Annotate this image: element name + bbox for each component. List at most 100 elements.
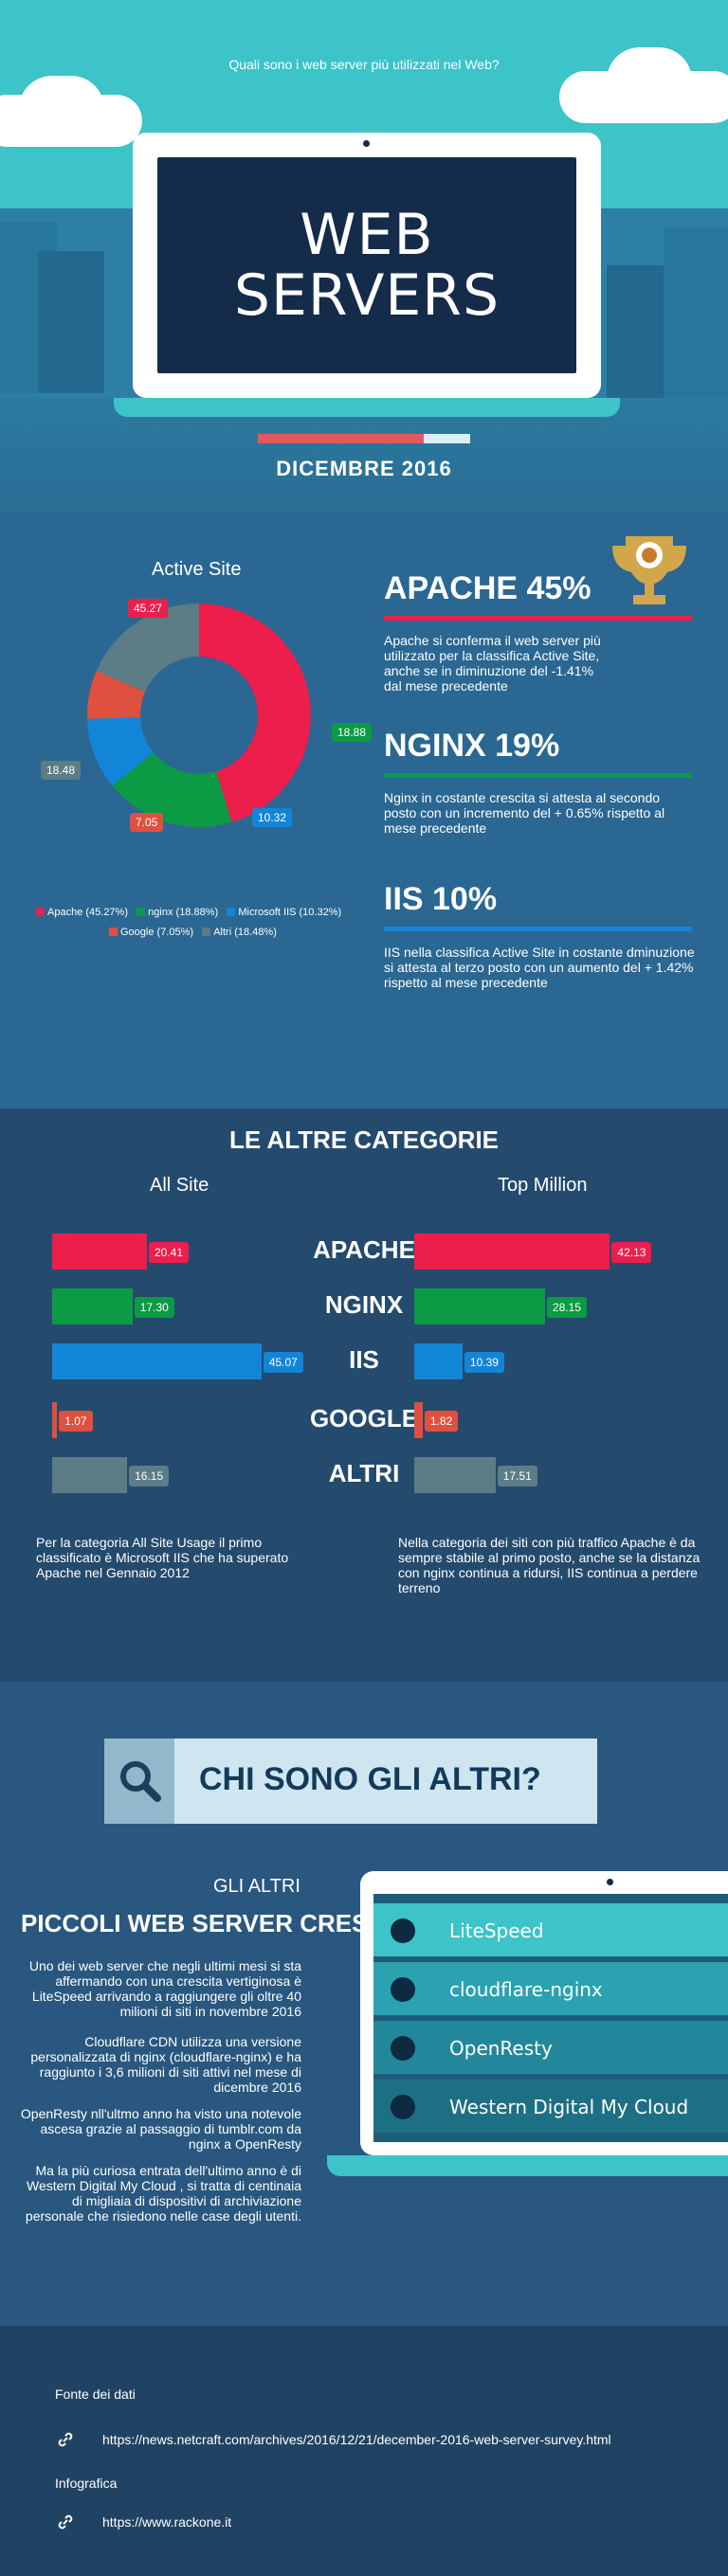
category-altri: ALTRI [328, 1459, 400, 1487]
laptop-screen: LiteSpeed cloudflare-nginx OpenResty Wes… [373, 1894, 728, 2142]
legend-altri: Altri (18.48%) [213, 927, 277, 938]
legend-swatch [136, 908, 146, 916]
donut-slice-microsoft-iis [87, 717, 154, 786]
top-million-bar-iis [414, 1343, 463, 1379]
donut-slice-google [87, 671, 146, 719]
laptop-screen: WEB SERVERS [157, 157, 576, 373]
trophy-icon [612, 536, 686, 604]
nginx-text: Nginx in costante crescita si attesta al… [384, 790, 665, 836]
info-link[interactable]: https://www.rackone.it [102, 2514, 232, 2530]
legend-apache: Apache (45.27%) [47, 907, 128, 918]
legend-google: Google (7.05%) [120, 927, 194, 938]
cloud-icon [19, 76, 104, 142]
legend-row-2: Google (7.05%) Altri (18.48%) [109, 927, 277, 938]
list-item-label: cloudflare-nginx [449, 1978, 603, 2001]
section-title: LE ALTRE CATEGORIE [228, 1126, 500, 1154]
nginx-heading: NGINX 19% [384, 728, 560, 764]
paragraph-openresty: OpenResty nll'ultmo anno ha visto una no… [20, 2106, 301, 2152]
legend-swatch [202, 928, 211, 936]
list-item: cloudflare-nginx [373, 1962, 728, 2015]
search-button [104, 1738, 174, 1824]
top-million-label-altri: 17.51 [497, 1466, 537, 1486]
list-item-label: Western Digital My Cloud [449, 2096, 689, 2118]
donut-title: Active Site [152, 559, 242, 580]
list-item: OpenResty [373, 2021, 728, 2074]
hero-section: Quali sono i web server più utilizzati n… [0, 0, 728, 512]
search-text: CHI SONO GLI ALTRI? [199, 1761, 541, 1797]
category-iis: IIS [349, 1345, 379, 1374]
footer: Fonte dei dati https://news.netcraft.com… [0, 2326, 728, 2576]
legend-swatch [109, 928, 118, 936]
top-million-bar-nginx [414, 1288, 545, 1324]
camera-dot [607, 1879, 613, 1885]
all-site-label-apache: 20.41 [149, 1242, 190, 1263]
top-million-label-google: 1.82 [424, 1411, 459, 1432]
category-nginx: NGINX [324, 1290, 404, 1319]
chi-sono-section: CHI SONO GLI ALTRI? GLI ALTRI PICCOLI WE… [0, 1682, 728, 2326]
title-line1: WEB [300, 202, 434, 268]
label-apache: 45.27 [128, 599, 169, 618]
label-nginx: 18.88 [332, 723, 373, 742]
progress-fill [258, 434, 424, 443]
donut-chart [87, 603, 311, 827]
legend-iis: Microsoft IIS (10.32%) [238, 907, 342, 918]
altre-categorie-section: LE ALTRE CATEGORIE All Site Top Million … [0, 1108, 728, 1682]
progress-bar [258, 434, 470, 443]
bullet-icon [391, 1918, 415, 1943]
all-site-note: Per la categoria All Site Usage il primo… [36, 1535, 289, 1580]
top-million-title: Top Million [498, 1175, 588, 1196]
legend-swatch [36, 908, 45, 916]
laptop-base [114, 398, 620, 417]
search-icon [120, 1761, 161, 1802]
top-million-bar-apache [414, 1234, 610, 1270]
laptop-icon: LiteSpeed cloudflare-nginx OpenResty Wes… [360, 1871, 728, 2155]
title-line2: SERVERS [233, 262, 500, 329]
list-item-label: LiteSpeed [449, 1919, 544, 1942]
source-title: Fonte dei dati [55, 2387, 136, 2402]
label-altri: 18.48 [41, 761, 82, 780]
bullet-icon [391, 2095, 415, 2119]
date-label: DICEMBRE 2016 [276, 457, 452, 480]
building [38, 251, 104, 393]
top-million-bar-google [414, 1402, 423, 1438]
category-google: GOOGLE [309, 1404, 419, 1432]
all-site-bar-altri [52, 1457, 128, 1493]
all-site-bar-google [52, 1402, 58, 1438]
building [607, 265, 664, 398]
iis-text: IIS nella classifica Active Site in cost… [384, 945, 695, 990]
all-site-label-nginx: 17.30 [134, 1297, 174, 1318]
top-million-label-iis: 10.39 [464, 1352, 504, 1373]
bullet-icon [391, 1977, 415, 2002]
link-icon [58, 2432, 73, 2447]
building [664, 227, 728, 398]
all-site-bar-nginx [52, 1288, 133, 1324]
all-site-label-google: 1.07 [59, 1411, 93, 1432]
camera-dot [363, 140, 370, 147]
all-site-bar-iis [52, 1343, 262, 1379]
apache-text: Apache si conferma il web server più uti… [384, 633, 601, 694]
legend-swatch [227, 908, 236, 916]
search-banner: CHI SONO GLI ALTRI? [104, 1738, 597, 1824]
top-million-bar-altri [414, 1457, 496, 1493]
gli-altri-label: GLI ALTRI [213, 1876, 300, 1897]
legend-nginx: nginx (18.88%) [148, 907, 219, 918]
all-site-title: All Site [150, 1175, 209, 1196]
category-apache: APACHE [313, 1235, 415, 1264]
hero-question: Quali sono i web server più utilizzati n… [228, 57, 500, 72]
laptop-base [327, 2155, 728, 2176]
all-site-label-altri: 16.15 [129, 1466, 170, 1486]
top-million-label-nginx: 28.15 [546, 1297, 587, 1318]
donut-slice-nginx [112, 752, 232, 827]
top-million-label-apache: 42.13 [611, 1242, 652, 1263]
all-site-bar-apache [52, 1234, 147, 1270]
list-item: Western Digital My Cloud [373, 2080, 728, 2133]
list-item-label: OpenResty [449, 2037, 553, 2060]
bullet-icon [391, 2036, 415, 2061]
legend-row-1: Apache (45.27%) nginx (18.88%) Microsoft… [36, 907, 341, 918]
nginx-rule [384, 773, 692, 778]
apache-rule [384, 616, 692, 621]
cloud-icon [607, 47, 692, 114]
source-link[interactable]: https://news.netcraft.com/archives/2016/… [102, 2432, 611, 2447]
info-title: Infografica [55, 2476, 118, 2491]
link-icon [58, 2514, 73, 2530]
